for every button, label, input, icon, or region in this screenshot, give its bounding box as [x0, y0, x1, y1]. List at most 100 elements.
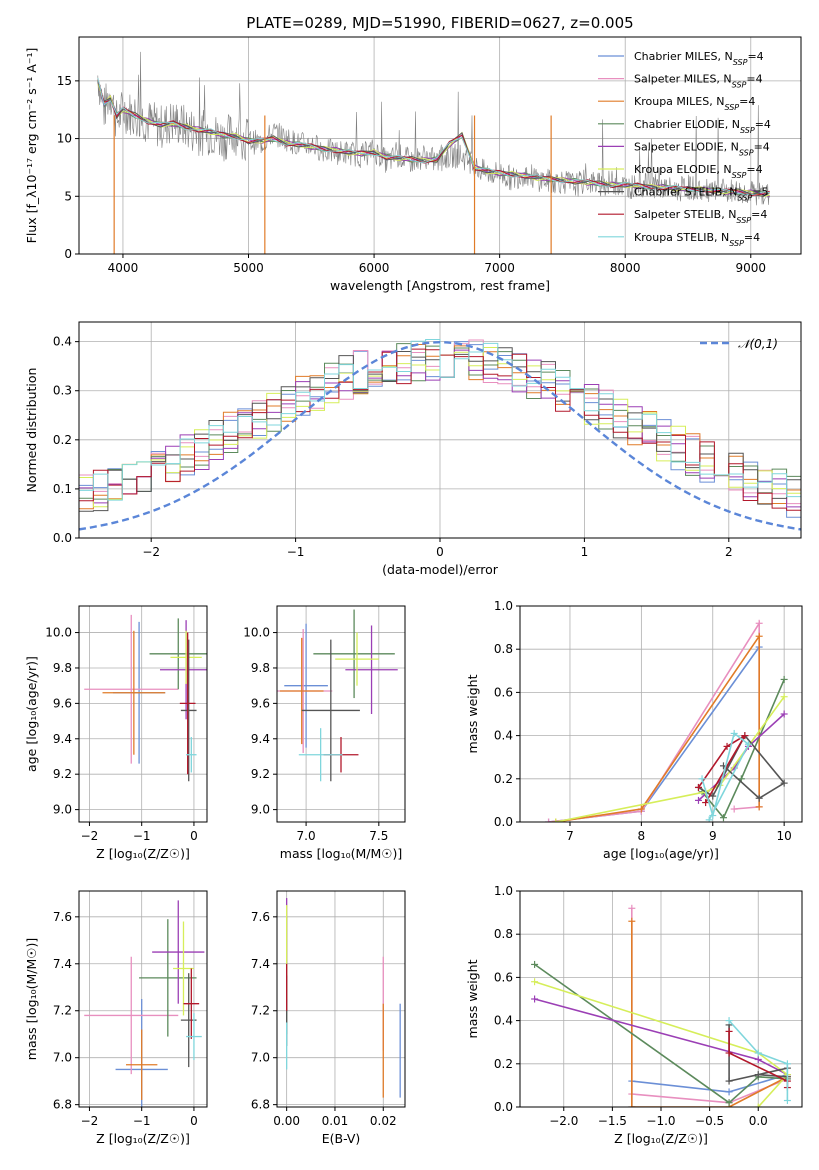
y-tick-label: 0.8: [494, 927, 513, 941]
y-tick-label: 0.4: [494, 729, 513, 743]
axes-frame: [78, 605, 208, 823]
y-axis-label: age [log₁₀(age/yr)]: [24, 656, 39, 772]
scatter-point: [170, 630, 202, 684]
x-tick-label: 10: [777, 829, 792, 843]
x-tick-label: −1.0: [646, 1114, 675, 1128]
weight_vs_Z-panel: −2.0 −1.5 −1.0 −0.5 0.0 0.0 0.2 0.4 0.6 0.8 1.0 Z […: [465, 884, 803, 1146]
axes-frame: [519, 890, 803, 1108]
x-tick-label: 7.0: [297, 829, 316, 843]
y-tick-label: 9.0: [251, 803, 270, 817]
y-tick-label: 10.0: [45, 626, 72, 640]
weight-marker: [705, 816, 713, 822]
y-tick-label: 7.0: [53, 1051, 72, 1065]
x-tick-label: −2.0: [549, 1114, 578, 1128]
scatter-point: [298, 728, 343, 782]
legend-entry: Chabrier STELIB, NSSP=5: [634, 186, 768, 203]
y-tick-label: 0.8: [494, 642, 513, 656]
scatter-point: [186, 1013, 202, 1061]
spectrum-panel: 4000 5000 6000 7000 8000 9000 0 5 10 15 wavelength…: [24, 36, 802, 293]
y-tick-label: 0.0: [494, 815, 513, 829]
y-tick-label: 9.4: [53, 732, 72, 746]
residuals-panel: −2 −1 0 1 2 0.0 0.1 0.2 0.3 0.4 (data-model)/error…: [24, 321, 802, 577]
y-tick-label: 0.6: [494, 685, 513, 699]
y-tick-label: 10.0: [243, 626, 270, 640]
legend-entry: Kroupa ELODIE, NSSP=4: [634, 163, 763, 180]
y-tick-label: 9.2: [251, 767, 270, 781]
legend-entry: Chabrier ELODIE, NSSP=4: [634, 118, 771, 135]
weight_vs_age-panel: 7 8 9 10 0.0 0.2 0.4 0.6 0.8 1.0 age [log₁₀(age/yr…: [465, 599, 803, 861]
x-tick-label: 0.01: [322, 1114, 349, 1128]
x-tick-label: 5000: [233, 261, 264, 275]
weight-marker: [531, 960, 539, 968]
scatter-point: [179, 632, 196, 775]
weight-marker: [723, 742, 731, 750]
scatter-point: [279, 637, 324, 745]
weight-marker: [725, 1077, 733, 1085]
y-tick-label: 0.6: [494, 970, 513, 984]
y-tick-label: 0.3: [53, 384, 72, 398]
scatter-point: [183, 968, 200, 1039]
x-tick-label: −1: [133, 829, 151, 843]
weight-marker: [725, 1049, 733, 1057]
legend-entry: Salpeter ELODIE, NSSP=4: [634, 140, 770, 157]
x-tick-label: 1: [581, 545, 589, 559]
axes-frame: [276, 890, 406, 1108]
weight_vs_Z-plot-area: [531, 904, 791, 1107]
legend-entry: Salpeter STELIB, NSSP=4: [634, 208, 767, 225]
axes-frame: [276, 605, 406, 823]
y-tick-label: 9.0: [53, 803, 72, 817]
weight-marker: [725, 1099, 733, 1107]
weight-marker: [744, 740, 752, 748]
age_vs_mass-plot-area: [277, 609, 398, 782]
weight-marker: [783, 1060, 791, 1068]
x-axis-label: mass [log₁₀(M/M☉)]: [280, 846, 402, 861]
x-axis-label: Z [log₁₀(Z/Z☉)]: [614, 1131, 708, 1146]
spectrum-legend: Chabrier MILES, NSSP=4 Salpeter MILES, NS…: [598, 50, 771, 247]
weight-marker: [741, 732, 749, 740]
scatter-point: [284, 623, 328, 748]
residuals-plot-area: [79, 339, 801, 531]
model-spectrum-line: [97, 83, 770, 198]
scatter-point: [180, 639, 197, 782]
weight-marker: [719, 814, 727, 822]
weight-marker: [754, 1103, 762, 1107]
legend-entry: Kroupa MILES, NSSP=4: [634, 95, 755, 112]
weight-marker: [783, 1097, 791, 1105]
x-tick-label: 6000: [359, 261, 390, 275]
weight-marker: [637, 805, 645, 813]
weight-marker: [780, 779, 788, 787]
x-tick-label: −1.5: [598, 1114, 627, 1128]
legend-entry: Salpeter MILES, NSSP=4: [634, 73, 763, 90]
weight-marker: [755, 619, 763, 627]
x-tick-label: 0.00: [273, 1114, 300, 1128]
age_vs_Z-panel: −2 −1 0 9.0 9.2 9.4 9.6 9.8 10.0 Z [log₁₀(Z/Z☉)] a…: [24, 605, 208, 861]
y-tick-label: 6.8: [53, 1098, 72, 1112]
y-tick-label: 6.8: [251, 1098, 270, 1112]
y-tick-label: 9.6: [53, 696, 72, 710]
legend-entry: Kroupa STELIB, NSSP=4: [634, 231, 760, 248]
y-axis-label: mass [log₁₀(M/M☉)]: [24, 938, 39, 1060]
y-tick-label: 9.8: [251, 661, 270, 675]
y-tick-label: 15: [57, 74, 72, 88]
y-axis-label: Flux [f_λ10⁻¹⁷ erg cm⁻² s⁻¹ A⁻¹]: [24, 48, 39, 244]
x-axis-label: (data-model)/error: [382, 562, 499, 577]
scatter-point: [186, 737, 197, 773]
y-tick-label: 9.4: [251, 732, 270, 746]
x-axis-label: Z [log₁₀(Z/Z☉)]: [96, 846, 190, 861]
y-tick-label: 1.0: [494, 599, 513, 613]
x-tick-label: 9: [709, 829, 717, 843]
y-tick-label: 7.6: [251, 910, 270, 924]
y-tick-label: 5: [64, 189, 72, 203]
y-tick-label: 0.0: [494, 1100, 513, 1114]
weight-series-line: [701, 679, 785, 820]
scatter-point: [84, 956, 179, 1075]
weight-marker: [754, 1049, 762, 1057]
scatter-point: [152, 900, 205, 1004]
weight-marker: [754, 1055, 762, 1063]
x-tick-label: 0: [436, 545, 444, 559]
y-tick-label: 0.4: [494, 1014, 513, 1028]
weight_vs_age-plot-area: [545, 619, 788, 822]
weight-series-line: [555, 633, 760, 822]
mass_vs_ebv-panel: 0.00 0.01 0.02 6.8 7.0 7.2 7.4 7.6 E(B-V): [251, 890, 406, 1146]
